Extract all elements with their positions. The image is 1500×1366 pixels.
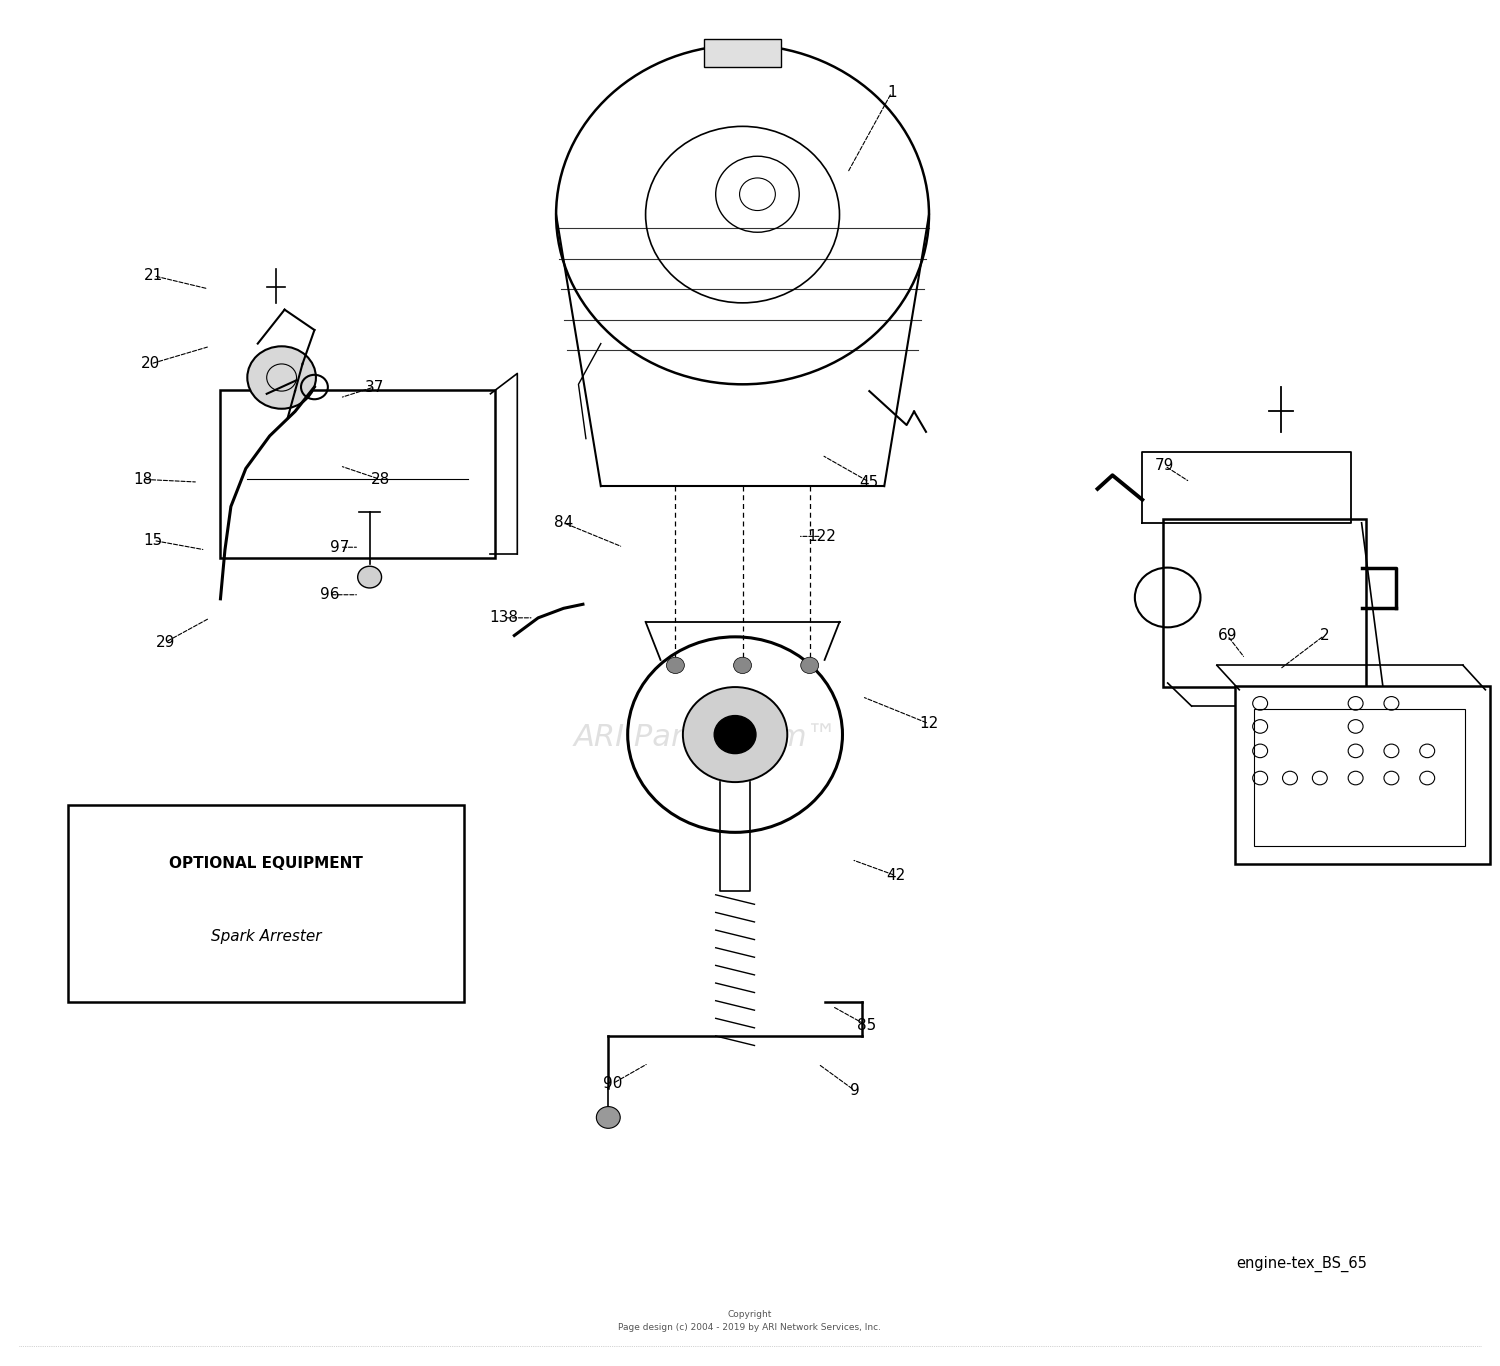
Text: engine-tex_BS_65: engine-tex_BS_65	[1236, 1255, 1368, 1272]
Circle shape	[714, 716, 756, 754]
Text: 85: 85	[856, 1018, 876, 1033]
Text: 21: 21	[144, 268, 164, 283]
Text: 90: 90	[603, 1076, 622, 1091]
Text: 28: 28	[370, 471, 390, 486]
Text: 18: 18	[134, 471, 153, 486]
Text: 9: 9	[849, 1083, 859, 1098]
Text: Copyright
Page design (c) 2004 - 2019 by ARI Network Services, Inc.: Copyright Page design (c) 2004 - 2019 by…	[618, 1310, 882, 1332]
Circle shape	[597, 1106, 619, 1128]
FancyBboxPatch shape	[220, 389, 495, 559]
Text: 84: 84	[554, 515, 573, 530]
Text: ARI PartStream™: ARI PartStream™	[573, 723, 837, 751]
Circle shape	[666, 657, 684, 673]
FancyBboxPatch shape	[1254, 709, 1464, 846]
Text: 1: 1	[886, 85, 897, 100]
Text: 97: 97	[330, 540, 350, 555]
FancyBboxPatch shape	[1162, 519, 1366, 687]
FancyBboxPatch shape	[1234, 686, 1490, 863]
Circle shape	[682, 687, 788, 783]
FancyBboxPatch shape	[69, 805, 464, 1003]
Text: 37: 37	[364, 380, 384, 395]
Circle shape	[801, 657, 819, 673]
Text: 2: 2	[1320, 628, 1329, 643]
Text: 96: 96	[320, 587, 339, 602]
Text: 15: 15	[144, 533, 164, 548]
Text: 42: 42	[886, 869, 906, 884]
Text: 69: 69	[1218, 628, 1237, 643]
Text: 12: 12	[920, 716, 939, 731]
Circle shape	[357, 567, 381, 587]
Text: 122: 122	[807, 529, 836, 544]
FancyBboxPatch shape	[704, 40, 782, 67]
Circle shape	[248, 347, 316, 408]
Circle shape	[734, 657, 752, 673]
Text: 138: 138	[489, 611, 519, 626]
Text: 20: 20	[141, 357, 160, 372]
Text: Spark Arrester: Spark Arrester	[210, 929, 321, 944]
Text: 79: 79	[1155, 458, 1174, 473]
Text: 29: 29	[156, 635, 176, 650]
Text: OPTIONAL EQUIPMENT: OPTIONAL EQUIPMENT	[170, 855, 363, 870]
Text: 45: 45	[859, 474, 879, 489]
